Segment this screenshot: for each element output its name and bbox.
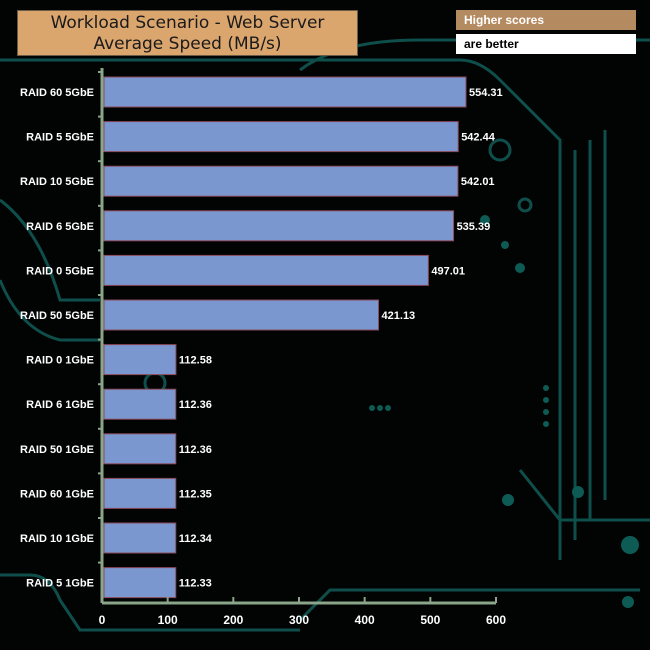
legend-note-top: Higher scores <box>456 10 636 30</box>
category-label: RAID 0 5GbE <box>26 265 94 277</box>
x-tick-label: 300 <box>289 613 309 627</box>
category-label: RAID 60 5GbE <box>20 87 94 99</box>
x-tick-label: 600 <box>486 613 506 627</box>
bar <box>103 433 177 465</box>
category-label: RAID 10 1GbE <box>20 533 94 545</box>
data-label: 112.36 <box>179 444 212 456</box>
bar <box>103 522 177 554</box>
category-label: RAID 10 5GbE <box>20 176 94 188</box>
chart-subtitle: Average Speed (MB/s) <box>93 34 282 54</box>
data-label: 112.33 <box>179 578 212 590</box>
bar <box>103 299 380 331</box>
bar <box>103 121 459 153</box>
x-tick-label: 0 <box>99 613 106 627</box>
category-label: RAID 50 1GbE <box>20 444 94 456</box>
category-label: RAID 60 1GbE <box>20 488 94 500</box>
category-label: RAID 6 1GbE <box>26 399 94 411</box>
data-label: 535.39 <box>457 221 491 233</box>
bar <box>103 567 177 599</box>
bar <box>103 76 467 108</box>
data-label: 112.35 <box>179 488 212 500</box>
category-label: RAID 5 1GbE <box>26 578 94 590</box>
data-label: 112.34 <box>179 533 213 545</box>
data-label: 542.01 <box>461 176 495 188</box>
x-tick-label: 200 <box>223 613 243 627</box>
bar <box>103 344 177 376</box>
data-label: 554.31 <box>469 87 503 99</box>
data-label: 112.58 <box>179 355 212 367</box>
chart-title-box: Workload Scenario - Web Server Average S… <box>17 10 358 56</box>
legend-note-bottom: are better <box>456 34 636 54</box>
data-label: 112.36 <box>179 399 212 411</box>
category-label: RAID 5 5GbE <box>26 132 94 144</box>
data-label: 421.13 <box>382 310 416 322</box>
bar <box>103 165 459 197</box>
category-label: RAID 6 5GbE <box>26 221 94 233</box>
bar <box>103 210 455 242</box>
x-tick-label: 100 <box>158 613 178 627</box>
chart-title: Workload Scenario - Web Server <box>50 13 325 33</box>
x-tick-label: 500 <box>420 613 440 627</box>
category-label: RAID 0 1GbE <box>26 355 94 367</box>
bar <box>103 388 177 420</box>
category-label: RAID 50 5GbE <box>20 310 94 322</box>
data-label: 497.01 <box>431 265 465 277</box>
bar <box>103 477 177 509</box>
data-label: 542.44 <box>461 132 496 144</box>
bar <box>103 254 429 286</box>
x-tick-label: 400 <box>355 613 375 627</box>
